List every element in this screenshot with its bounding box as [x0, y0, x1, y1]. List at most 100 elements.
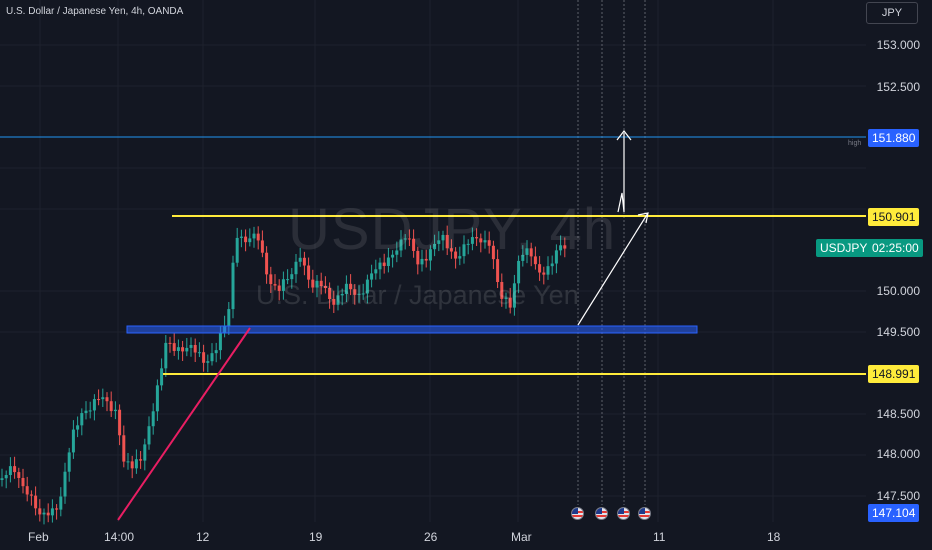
candle-body	[214, 350, 218, 354]
candle-body	[252, 233, 256, 239]
candle-body	[76, 425, 80, 430]
candle-body	[315, 280, 319, 288]
candle-body	[273, 284, 277, 286]
candle-body	[542, 272, 546, 275]
candle-body	[147, 426, 151, 445]
candle-body	[176, 347, 180, 351]
support-price-tag[interactable]: 148.991	[868, 365, 920, 383]
candle-body	[185, 347, 189, 352]
candle-body	[0, 478, 4, 480]
price-tick: 148.000	[876, 447, 920, 461]
candle-body	[29, 494, 33, 496]
high-note: high	[848, 140, 862, 147]
time-label: 26	[424, 530, 438, 544]
candle-body	[71, 429, 75, 453]
candle-body	[517, 260, 521, 284]
candle-body	[244, 236, 248, 243]
time-label: 18	[767, 530, 781, 544]
candle-body	[59, 496, 63, 510]
us-flag-icon[interactable]	[638, 507, 651, 520]
candle-body	[533, 256, 537, 265]
time-label: Feb	[28, 530, 49, 544]
demand-zone[interactable]	[126, 325, 698, 334]
candle-body	[8, 466, 12, 476]
candle-body	[470, 237, 474, 244]
candle-body	[546, 266, 550, 275]
candle-body	[160, 368, 164, 386]
currency-button[interactable]: JPY	[866, 2, 918, 24]
candle-body	[386, 257, 390, 266]
candle-body	[336, 295, 340, 305]
candle-body	[80, 413, 84, 426]
candle-body	[332, 298, 336, 305]
candle-body	[407, 238, 411, 240]
candle-body	[277, 285, 281, 291]
candle-body	[437, 240, 441, 244]
watermark-symbol: USDJPY, 4h	[288, 197, 617, 262]
candle-body	[168, 342, 172, 344]
candle-body	[399, 239, 403, 251]
candle-body	[349, 283, 353, 290]
candle-body	[256, 233, 260, 241]
candle-body	[34, 495, 38, 509]
candle-body	[235, 237, 239, 263]
us-flag-icon[interactable]	[617, 507, 630, 520]
price-tick: 152.500	[876, 80, 920, 94]
high-price-tag[interactable]: 151.880	[868, 129, 920, 147]
candle-body	[420, 258, 424, 265]
candle-body	[344, 283, 348, 294]
time-label: 11	[653, 530, 666, 544]
resistance-price-tag[interactable]: 150.901	[868, 208, 920, 226]
candle-body	[239, 236, 243, 238]
candle-body	[139, 459, 143, 461]
candle-body	[130, 461, 134, 469]
chart-title: U.S. Dollar / Japanese Yen, 4h, OANDA	[6, 6, 184, 17]
candle-body	[189, 344, 193, 348]
price-tick: 147.500	[876, 489, 920, 503]
candle-body	[210, 353, 214, 362]
price-tick: 153.000	[876, 38, 920, 52]
candle-body	[92, 399, 96, 411]
candle-body	[46, 512, 50, 516]
candle-body	[416, 250, 420, 265]
candle-body	[113, 409, 117, 412]
candle-body	[298, 257, 302, 262]
us-flag-icon[interactable]	[595, 507, 608, 520]
candle-body	[395, 250, 399, 255]
symbol-label[interactable]: USDJPY	[816, 239, 872, 257]
candle-body	[357, 293, 361, 295]
time-label: 14:00	[104, 530, 135, 544]
low-price-tag[interactable]: 147.104	[868, 504, 920, 522]
candle-body	[529, 248, 533, 257]
candle-body	[202, 352, 206, 363]
candle-body	[311, 279, 315, 288]
candle-body	[554, 250, 558, 264]
candle-body	[491, 245, 495, 260]
candle-body	[55, 508, 59, 510]
us-flag-icon[interactable]	[571, 507, 584, 520]
candles	[0, 225, 567, 525]
candle-body	[307, 265, 311, 280]
time-label: Mar	[511, 530, 532, 544]
candle-body	[290, 274, 294, 280]
candle-body	[151, 411, 155, 427]
projection-arrow-up[interactable]	[617, 133, 625, 213]
candle-body	[538, 264, 542, 273]
candle-body	[88, 410, 92, 412]
trendline[interactable]	[117, 327, 251, 521]
candle-body	[181, 347, 185, 352]
candle-body	[172, 343, 176, 351]
candle-body	[164, 342, 168, 369]
projection-arrow[interactable]	[577, 212, 649, 326]
candle-body	[458, 256, 462, 259]
candle-body	[143, 444, 147, 461]
candle-body	[67, 452, 71, 472]
candle-body	[462, 244, 466, 257]
candle-body	[403, 238, 407, 240]
candle-body	[445, 234, 449, 249]
candle-body	[466, 243, 470, 245]
candle-body	[155, 385, 159, 412]
candle-body	[302, 257, 306, 266]
candle-body	[328, 288, 332, 299]
